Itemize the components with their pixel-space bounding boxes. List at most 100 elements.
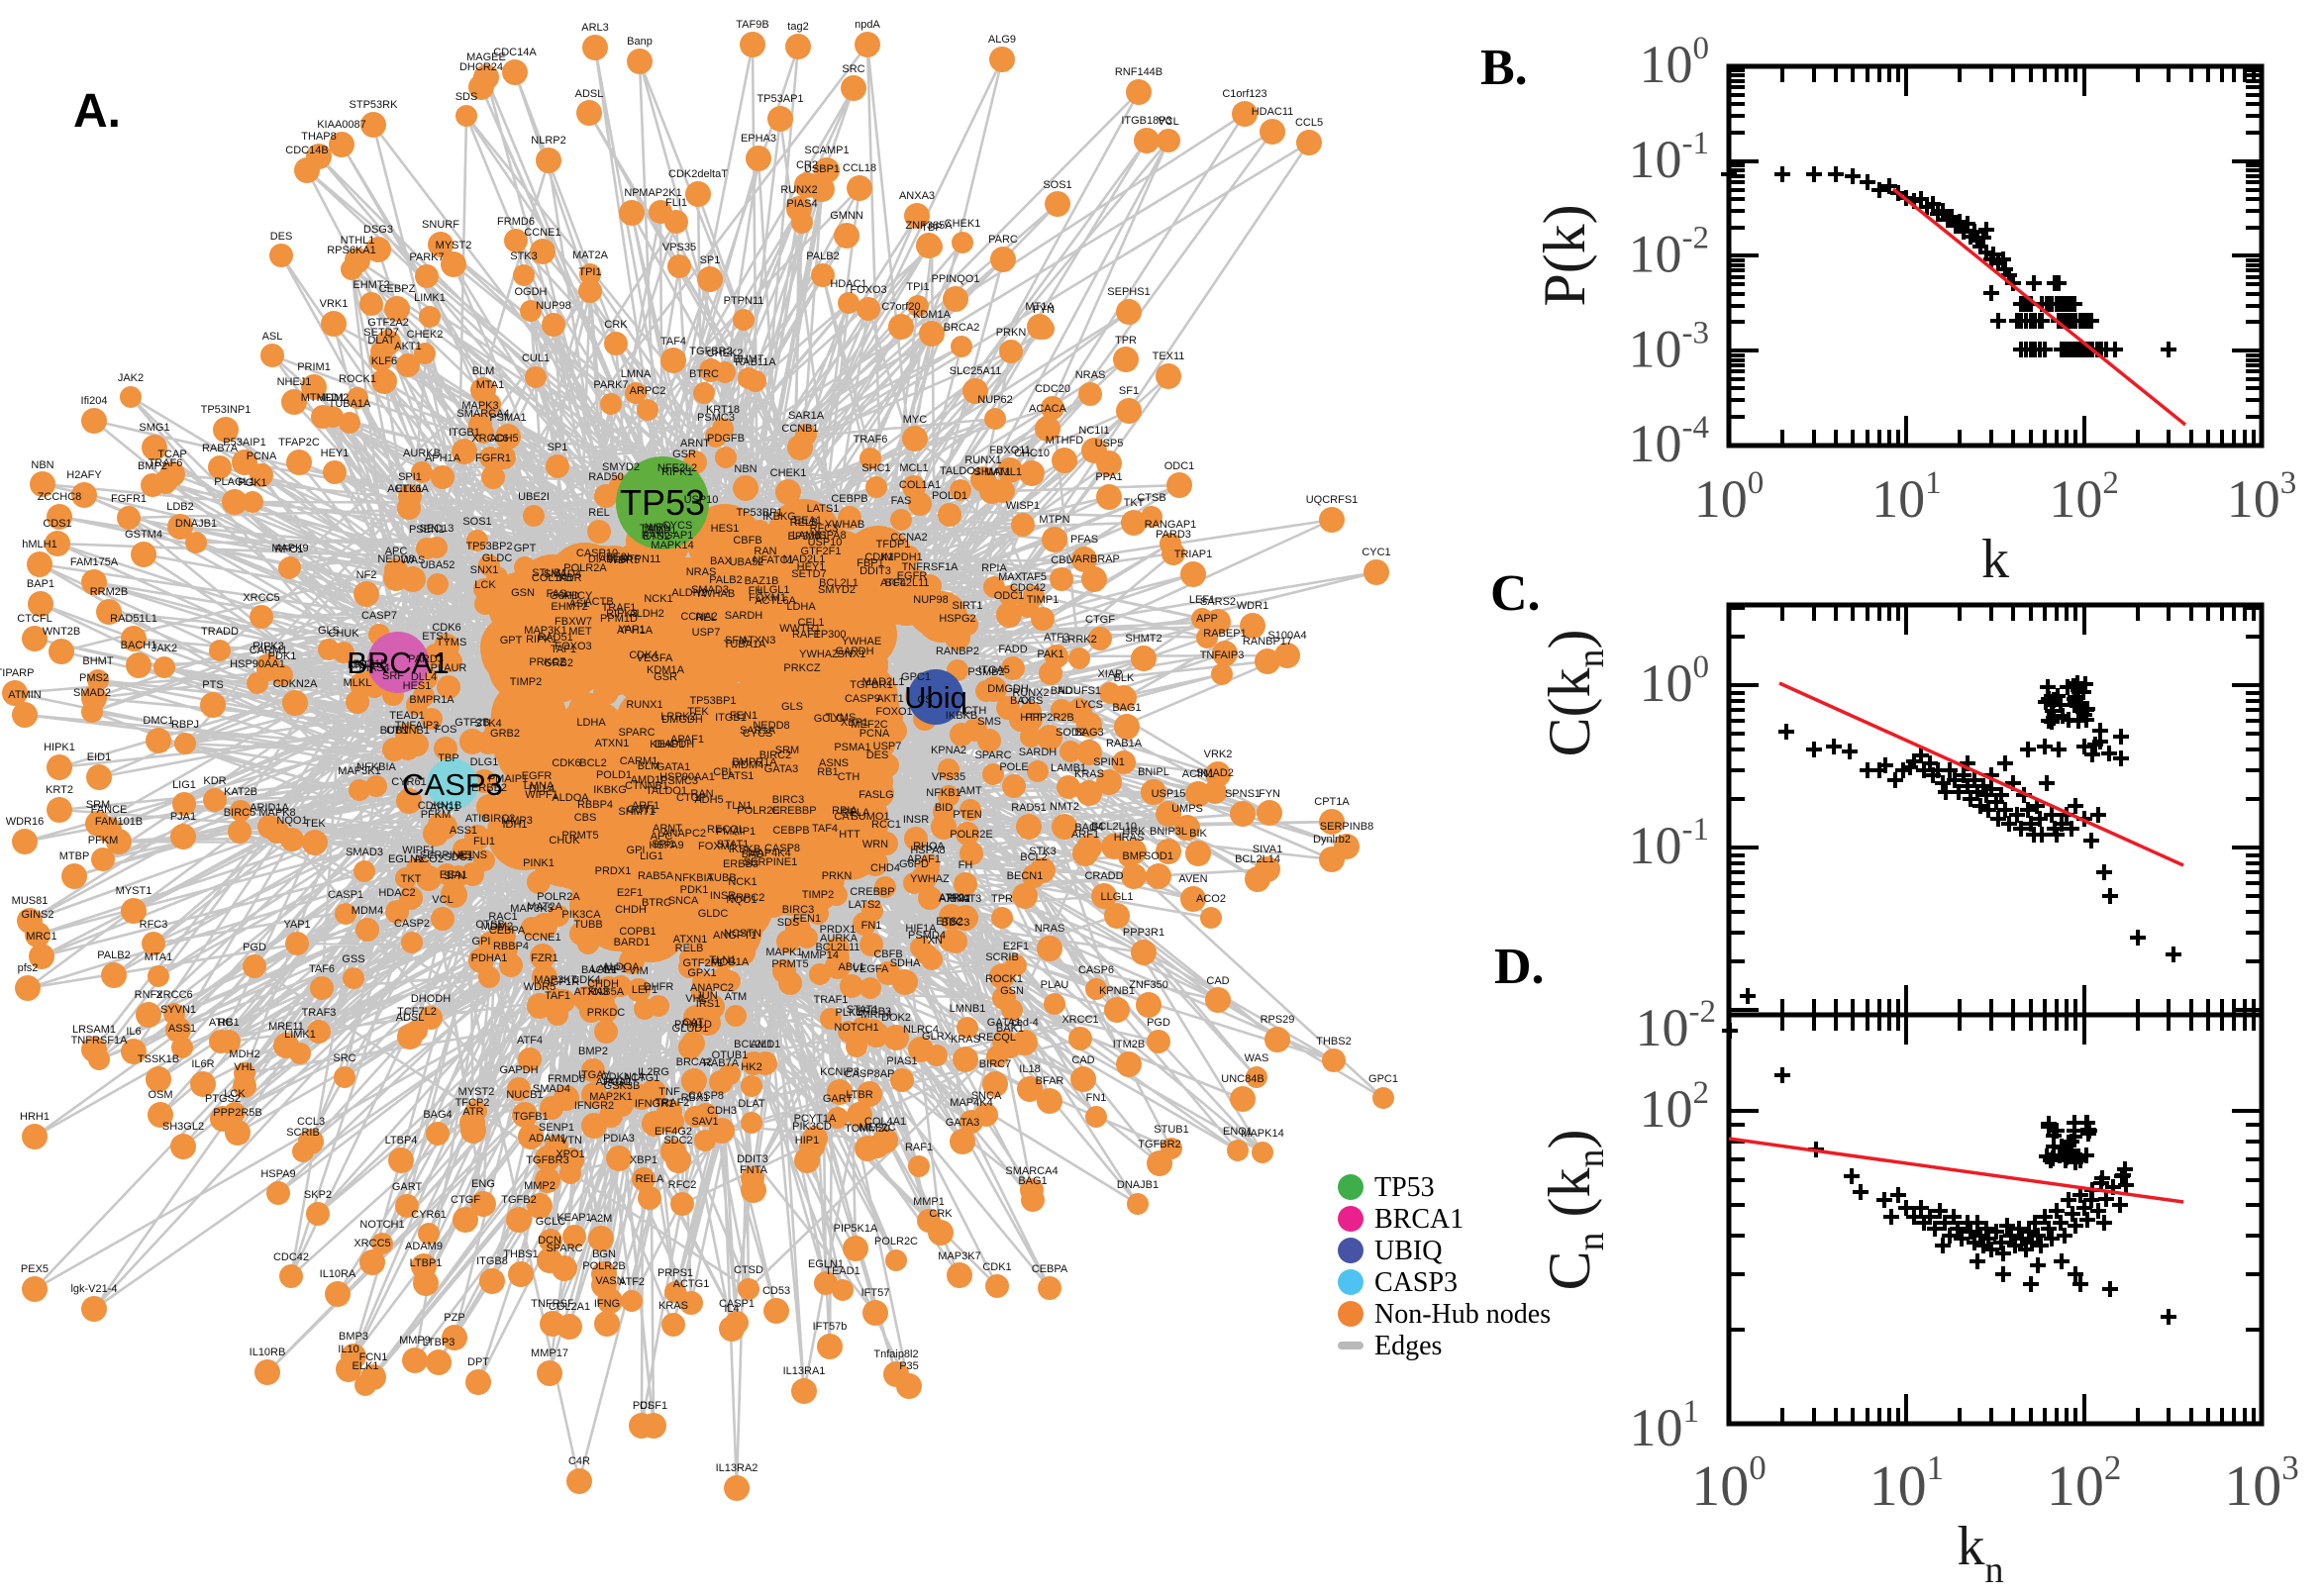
svg-text:ARF1: ARF1: [1071, 829, 1099, 841]
svg-text:FOXO3: FOXO3: [555, 641, 591, 652]
svg-text:GSR: GSR: [654, 671, 677, 683]
svg-text:UMPS: UMPS: [1171, 803, 1203, 815]
svg-text:XPO1: XPO1: [556, 1148, 584, 1160]
svg-text:PPA1: PPA1: [1095, 471, 1122, 483]
svg-text:FANCE: FANCE: [91, 804, 128, 816]
svg-text:CYR61: CYR61: [411, 1209, 446, 1221]
svg-text:PMAIP1: PMAIP1: [488, 773, 528, 785]
svg-text:WNT2B: WNT2B: [43, 626, 81, 638]
svg-text:PDK1: PDK1: [268, 650, 297, 662]
svg-text:FOS: FOS: [435, 724, 457, 736]
svg-text:FAS: FAS: [891, 495, 912, 507]
svg-text:TAF9B: TAF9B: [736, 19, 768, 31]
svg-text:CCNA2: CCNA2: [890, 532, 927, 544]
svg-text:Edges: Edges: [1374, 1331, 1442, 1361]
svg-text:IL13RA1: IL13RA1: [783, 1365, 826, 1377]
svg-text:VEGFA: VEGFA: [853, 963, 889, 975]
svg-text:TGFBR1: TGFBR1: [850, 679, 892, 691]
svg-text:FCN1: FCN1: [359, 1351, 388, 1363]
svg-text:PMS2: PMS2: [79, 672, 109, 684]
svg-text:TBP: TBP: [921, 222, 942, 234]
svg-text:IL10RB: IL10RB: [250, 1347, 286, 1358]
svg-text:TP53: TP53: [620, 482, 705, 523]
svg-text:ADH5: ADH5: [489, 433, 518, 445]
svg-text:NFKB1: NFKB1: [926, 787, 960, 799]
svg-text:EHMT2: EHMT2: [353, 279, 389, 291]
svg-text:MET: MET: [568, 626, 592, 638]
svg-text:BFAR: BFAR: [1036, 1075, 1064, 1087]
svg-text:BMP3: BMP3: [339, 1331, 368, 1343]
svg-text:P(k): P(k): [1532, 204, 1597, 306]
svg-text:FN1: FN1: [1086, 1092, 1107, 1104]
svg-text:PARC: PARC: [988, 234, 1018, 246]
svg-text:PDIA3: PDIA3: [603, 1133, 635, 1145]
svg-text:MAPK3: MAPK3: [461, 400, 498, 412]
svg-text:AXIN1: AXIN1: [939, 893, 970, 905]
svg-text:SHMT1: SHMT1: [973, 466, 1010, 478]
svg-text:LTBR: LTBR: [846, 1089, 872, 1101]
svg-text:GART: GART: [392, 1181, 423, 1193]
svg-text:IL10RA: IL10RA: [320, 1268, 356, 1280]
svg-text:GSK3B: GSK3B: [604, 1080, 641, 1092]
svg-text:MAD2L1: MAD2L1: [862, 676, 905, 688]
svg-text:MAD2L1: MAD2L1: [783, 553, 826, 565]
svg-text:NRAS: NRAS: [686, 566, 717, 578]
svg-text:FASLG: FASLG: [858, 789, 893, 801]
svg-text:TPI1: TPI1: [578, 266, 601, 278]
svg-text:TNFRSF1A: TNFRSF1A: [71, 1035, 129, 1047]
svg-text:LIG1: LIG1: [640, 850, 663, 862]
svg-text:PJA1: PJA1: [170, 811, 196, 823]
svg-text:IFNGR1: IFNGR1: [635, 1098, 674, 1110]
svg-text:SKP2: SKP2: [304, 1189, 332, 1201]
svg-text:RBPJ: RBPJ: [171, 719, 199, 731]
svg-text:PCNA: PCNA: [859, 728, 890, 740]
svg-text:CASP10: CASP10: [576, 548, 618, 559]
svg-text:OTUB1: OTUB1: [712, 1049, 749, 1061]
svg-text:CCNA2: CCNA2: [680, 611, 717, 623]
svg-text:TAF4: TAF4: [812, 823, 838, 835]
svg-text:C4R: C4R: [568, 1455, 590, 1467]
svg-text:TGFBR3: TGFBR3: [526, 1154, 568, 1166]
svg-text:SHMT1: SHMT1: [618, 806, 655, 818]
svg-text:RANGAP1: RANGAP1: [642, 530, 694, 542]
svg-text:ITM2B: ITM2B: [1113, 1039, 1145, 1050]
svg-text:CTGF: CTGF: [1085, 614, 1115, 626]
svg-text:NFE2L2: NFE2L2: [657, 462, 697, 474]
svg-text:JAK2: JAK2: [152, 643, 177, 654]
svg-text:IKBKG: IKBKG: [593, 784, 627, 796]
svg-text:VARBRAP: VARBRAP: [1068, 553, 1120, 565]
svg-text:SIRT1: SIRT1: [953, 600, 983, 612]
svg-text:IL4: IL4: [724, 1303, 739, 1315]
svg-text:CDKN1B: CDKN1B: [418, 800, 462, 812]
svg-text:PSMB2: PSMB2: [967, 666, 1004, 678]
svg-text:CYR61: CYR61: [391, 776, 426, 788]
svg-text:FAM175A: FAM175A: [70, 556, 119, 568]
svg-text:PPM1D: PPM1D: [674, 1019, 712, 1031]
svg-text:HEY1: HEY1: [321, 448, 350, 459]
svg-text:PZP: PZP: [444, 1312, 464, 1324]
svg-text:CASP3: CASP3: [402, 767, 503, 802]
svg-text:DES: DES: [270, 231, 293, 243]
svg-text:WDR5: WDR5: [608, 554, 640, 566]
svg-text:CHDH: CHDH: [587, 978, 619, 990]
svg-text:BMF: BMF: [1122, 850, 1146, 862]
svg-text:HRAS: HRAS: [1114, 832, 1145, 844]
svg-text:DDIT3: DDIT3: [859, 565, 891, 577]
svg-text:CTNNB1: CTNNB1: [625, 780, 668, 792]
svg-text:CDK6: CDK6: [552, 757, 580, 769]
svg-text:COPB1: COPB1: [619, 926, 656, 938]
svg-text:CBFB: CBFB: [873, 948, 902, 960]
svg-text:KIAA0087: KIAA0087: [317, 119, 366, 131]
svg-text:BAP1: BAP1: [27, 578, 54, 590]
svg-text:BECN1: BECN1: [1007, 870, 1044, 882]
svg-text:EGFR: EGFR: [897, 570, 928, 582]
svg-text:TAF4: TAF4: [660, 336, 686, 348]
svg-text:BLM: BLM: [638, 760, 660, 772]
svg-text:SENP1: SENP1: [539, 1122, 574, 1134]
svg-text:TAF5: TAF5: [1021, 571, 1047, 583]
svg-text:YWHAZ: YWHAZ: [910, 873, 950, 885]
svg-text:VHL: VHL: [685, 993, 706, 1005]
svg-text:BRCA1: BRCA1: [1374, 1204, 1464, 1235]
svg-text:NC1I1: NC1I1: [1078, 425, 1109, 437]
svg-text:LATS1: LATS1: [722, 770, 755, 782]
